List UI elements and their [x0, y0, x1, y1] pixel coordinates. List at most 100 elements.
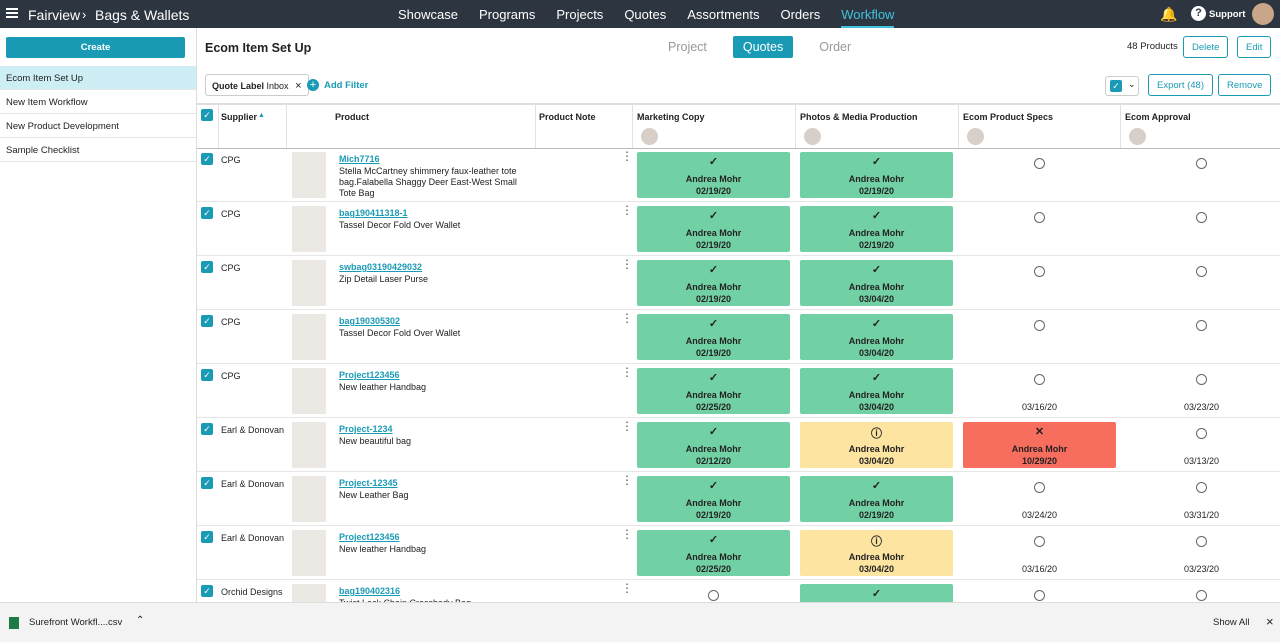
stage-cell[interactable]: ✓ Andrea Mohr 02/25/20: [637, 368, 790, 414]
stage-cell[interactable]: ✓ Andrea Mohr 02/19/20: [637, 152, 790, 198]
add-icon[interactable]: +: [307, 79, 319, 91]
product-id[interactable]: Mich7716: [339, 154, 380, 164]
show-all[interactable]: Show All: [1213, 617, 1250, 628]
edit-button[interactable]: Edit: [1237, 36, 1272, 58]
sidebar-item[interactable]: New Item Workflow: [0, 90, 196, 114]
stage-circle: [1034, 374, 1045, 385]
file-name[interactable]: Surefront Workfl....csv: [29, 617, 123, 628]
stage-cell[interactable]: 03/24/20: [963, 476, 1116, 522]
stage-date: 02/19/20: [858, 186, 895, 196]
row-menu[interactable]: ⋮: [621, 419, 633, 433]
stage-cell[interactable]: 03/23/20: [1125, 530, 1278, 576]
create-button[interactable]: Create: [6, 37, 185, 58]
avatar[interactable]: [1252, 3, 1274, 25]
stage-icon: ⓘ: [871, 536, 882, 548]
stage-cell[interactable]: 03/16/20: [963, 530, 1116, 576]
support[interactable]: Support: [1209, 9, 1246, 20]
row-check[interactable]: ✓: [201, 207, 213, 219]
product-id[interactable]: bag190402316: [339, 586, 401, 596]
stage-cell[interactable]: ✕ Andrea Mohr 10/29/20: [963, 422, 1116, 468]
row-menu[interactable]: ⋮: [621, 311, 633, 325]
tab[interactable]: Quotes: [732, 36, 794, 58]
menu-item[interactable]: Programs: [478, 7, 536, 22]
row-check[interactable]: ✓: [201, 477, 213, 489]
stage-cell[interactable]: ✓ Andrea Mohr 02/19/20: [800, 206, 953, 252]
row-menu[interactable]: ⋮: [621, 203, 633, 217]
stage-cell[interactable]: ⓘ Andrea Mohr 03/04/20: [800, 422, 953, 468]
stage-cell[interactable]: ✓ Andrea Mohr 02/19/20: [800, 476, 953, 522]
help-icon[interactable]: ?: [1191, 6, 1206, 21]
bell[interactable]: 🔔: [1160, 6, 1178, 22]
export-button[interactable]: Export (48): [1148, 74, 1213, 96]
row-check[interactable]: ✓: [201, 261, 213, 273]
close-bar[interactable]: ×: [1266, 614, 1274, 629]
stage-cell[interactable]: ✓ Andrea Mohr 02/19/20: [637, 476, 790, 522]
remove-button[interactable]: Remove: [1218, 74, 1272, 96]
delete-button[interactable]: Delete: [1183, 36, 1229, 58]
stage-cell[interactable]: 03/13/20: [1125, 422, 1278, 468]
row-menu[interactable]: ⋮: [621, 473, 633, 487]
stage-cell[interactable]: ⓘ Andrea Mohr 03/04/20: [800, 530, 953, 576]
stage-cell[interactable]: 03/31/20: [1125, 476, 1278, 522]
stage-cell[interactable]: ✓: [800, 584, 953, 602]
column-header[interactable]: Supplier: [221, 112, 258, 122]
stage-cell[interactable]: ✓ Andrea Mohr 02/12/20: [637, 422, 790, 468]
product-id[interactable]: Project-12345: [339, 478, 398, 488]
row-check[interactable]: ✓: [201, 369, 213, 381]
stage-cell[interactable]: ✓ Andrea Mohr 02/19/20: [637, 206, 790, 252]
stage-date: 03/04/20: [858, 564, 895, 574]
stage-cell[interactable]: 03/23/20: [1125, 368, 1278, 414]
column-header[interactable]: Ecom Approval: [1125, 112, 1191, 122]
filter-chip[interactable]: Quote Label Inbox ×: [205, 74, 309, 96]
stage-cell[interactable]: 03/16/20: [963, 368, 1116, 414]
hamburger[interactable]: [6, 8, 18, 18]
select-all[interactable]: ✓ ⌄: [1105, 76, 1139, 96]
row-check[interactable]: ✓: [201, 153, 213, 165]
stage-cell[interactable]: ✓ Andrea Mohr 03/04/20: [800, 314, 953, 360]
tab[interactable]: Order: [819, 40, 852, 54]
stage-cell[interactable]: ✓ Andrea Mohr 02/19/20: [637, 260, 790, 306]
product-id[interactable]: bag190305302: [339, 316, 401, 326]
row-check[interactable]: ✓: [201, 531, 213, 543]
stage-cell[interactable]: ✓ Andrea Mohr 03/04/20: [800, 260, 953, 306]
row-menu[interactable]: ⋮: [621, 581, 633, 595]
product-id[interactable]: bag190411318-1: [339, 208, 408, 218]
menu-item[interactable]: Orders: [780, 7, 821, 22]
column-header[interactable]: Photos & Media Production: [800, 112, 918, 122]
row-menu[interactable]: ⋮: [621, 365, 633, 379]
tab[interactable]: Project: [668, 40, 707, 54]
stage-cell[interactable]: ✓ Andrea Mohr 02/19/20: [637, 314, 790, 360]
stage-cell[interactable]: ✓ Andrea Mohr 02/19/20: [800, 152, 953, 198]
brand[interactable]: Fairview: [28, 7, 81, 23]
column-header[interactable]: Product Note: [539, 112, 596, 122]
stage-date: 03/31/20: [1183, 510, 1220, 520]
add-filter[interactable]: Add Filter: [324, 80, 369, 91]
product-id[interactable]: Project-1234: [339, 424, 393, 434]
sidebar-item[interactable]: Sample Checklist: [0, 138, 196, 162]
file-menu[interactable]: ⌃: [136, 615, 145, 626]
menu-item[interactable]: Quotes: [624, 7, 667, 22]
chip-close[interactable]: ×: [295, 80, 302, 92]
product-id[interactable]: Project123456: [339, 370, 400, 380]
menu-item[interactable]: Showcase: [398, 7, 458, 22]
menu-item[interactable]: Workflow: [841, 7, 895, 28]
stage-cell[interactable]: ✓ Andrea Mohr 02/25/20: [637, 530, 790, 576]
sidebar-item[interactable]: Ecom Item Set Up: [0, 66, 196, 90]
row-check[interactable]: ✓: [201, 315, 213, 327]
row-menu[interactable]: ⋮: [621, 149, 633, 163]
column-header[interactable]: Ecom Product Specs: [963, 112, 1054, 122]
row-check[interactable]: ✓: [201, 585, 213, 597]
column-header[interactable]: Marketing Copy: [637, 112, 705, 122]
stage-icon: ✓: [871, 264, 882, 276]
sidebar-item[interactable]: New Product Development: [0, 114, 196, 138]
menu-item[interactable]: Projects: [556, 7, 604, 22]
breadcrumb[interactable]: Bags & Wallets: [95, 7, 190, 23]
row-menu[interactable]: ⋮: [621, 527, 633, 541]
row-check[interactable]: ✓: [201, 423, 213, 435]
row-menu[interactable]: ⋮: [621, 257, 633, 271]
product-id[interactable]: swbag03190429032: [339, 262, 423, 272]
column-header[interactable]: Product: [335, 112, 370, 122]
product-id[interactable]: Project123456: [339, 532, 400, 542]
stage-cell[interactable]: ✓ Andrea Mohr 03/04/20: [800, 368, 953, 414]
menu-item[interactable]: Assortments: [687, 7, 760, 22]
